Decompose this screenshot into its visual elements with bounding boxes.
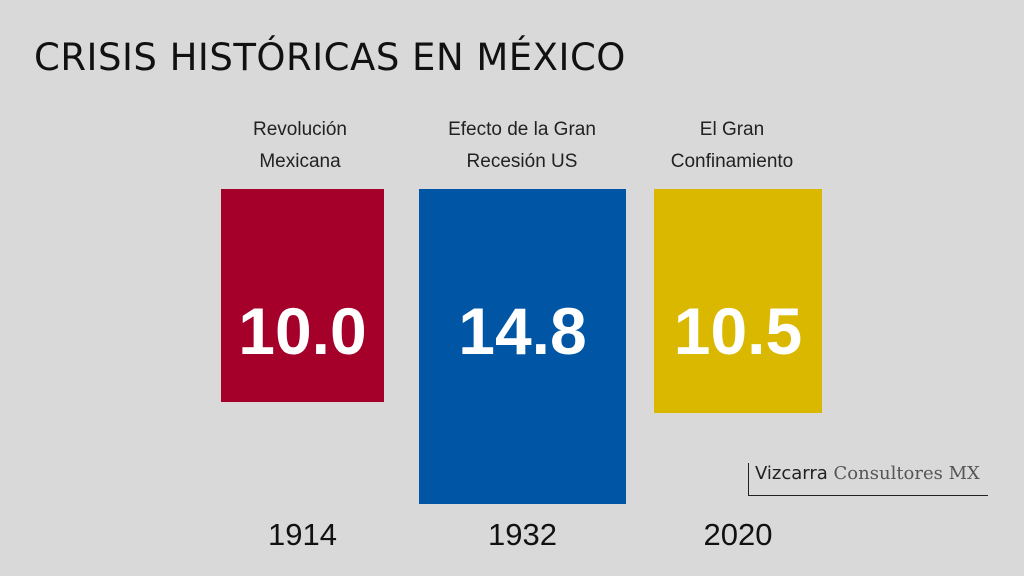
brand-logo: Vizcarra Consultores MX [748,463,988,496]
bar-value-1932: 14.8 [458,294,587,368]
year-label-2020: 2020 [703,517,773,552]
bar-value-1914: 10.0 [238,294,367,368]
bar-2020: 10.5 [654,189,822,413]
category-label-gran-recesion: Efecto de la Gran Recesión US [448,119,596,172]
brand-name: Vizcarra [755,463,828,484]
category-label-confinamiento: El Gran Confinamiento [670,119,794,172]
bar-value-2020: 10.5 [673,294,803,368]
chart-title: CRISIS HISTÓRICAS EN MÉXICO [34,36,626,79]
year-label-1914: 1914 [268,517,337,552]
brand-suffix: Consultores MX [827,463,980,484]
bar-1914: 10.0 [221,189,384,402]
category-label-revolucion: Revolución Mexicana [253,119,347,172]
year-label-1932: 1932 [488,517,557,552]
bar-1932: 14.8 [419,189,626,505]
